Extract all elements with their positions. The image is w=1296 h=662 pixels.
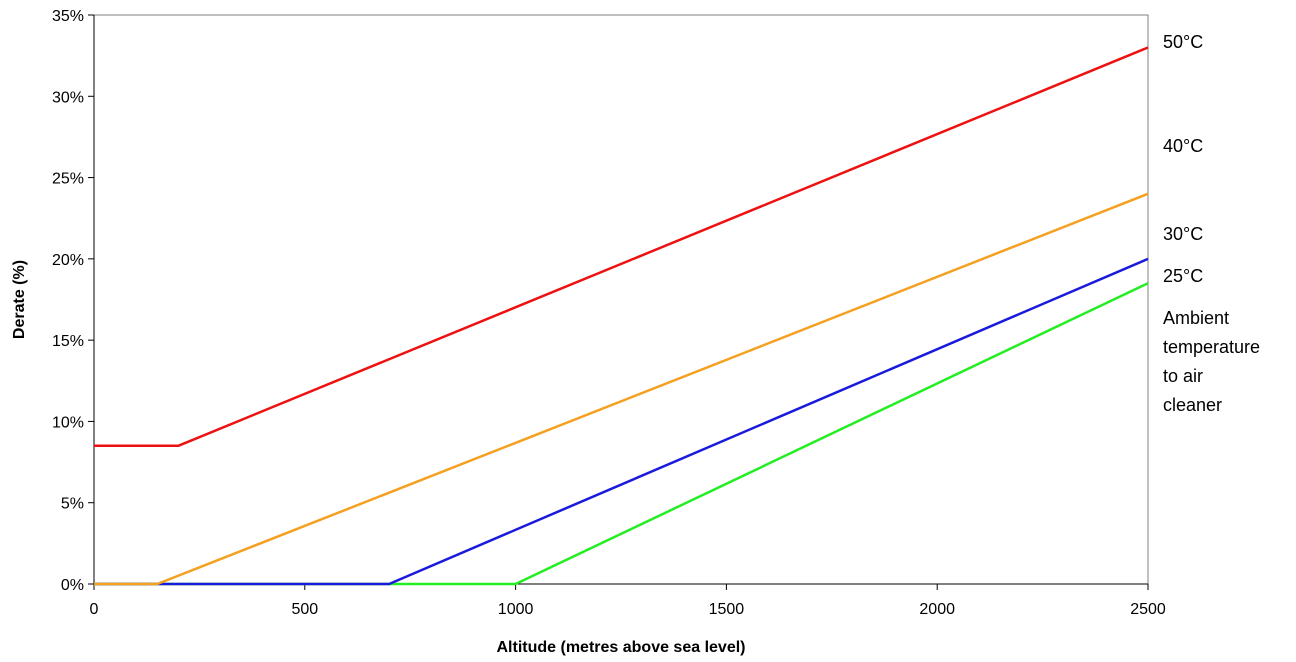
y-tick-label: 25%: [52, 171, 84, 188]
y-tick-label: 35%: [52, 8, 84, 25]
series-line: [94, 46, 1149, 448]
y-tick-label: 5%: [61, 496, 84, 513]
x-tick-label: 0: [90, 601, 99, 618]
y-tick-label: 20%: [52, 252, 84, 269]
y-tick-label: 0%: [61, 577, 84, 594]
series-label: 50°C: [1163, 32, 1203, 52]
y-axis: 0% 5% 10% 15% 20% 25% 30% 35%: [52, 8, 95, 594]
x-axis-title: Altitude (metres above sea level): [497, 639, 746, 656]
series-label: 30°C: [1163, 224, 1203, 244]
x-tick-label: 2000: [919, 601, 955, 618]
y-tick-label: 10%: [52, 414, 84, 431]
plot-area: [93, 14, 1149, 585]
y-tick-label: 30%: [52, 89, 84, 106]
plot-border: [93, 14, 1149, 585]
series-lines: [94, 46, 1149, 586]
note-line: cleaner: [1163, 395, 1222, 415]
x-tick-label: 500: [291, 601, 318, 618]
ambient-temperature-note: Ambient temperature to air cleaner: [1163, 308, 1260, 415]
note-line: Ambient: [1163, 308, 1229, 328]
note-line: to air: [1163, 366, 1203, 386]
series-label: 40°C: [1163, 136, 1203, 156]
x-tick-label: 2500: [1130, 601, 1166, 618]
series-line: [94, 257, 1149, 586]
x-tick-label: 1500: [709, 601, 745, 618]
series-label: 25°C: [1163, 266, 1203, 286]
series-line: [94, 192, 1149, 586]
x-tick-label: 1000: [498, 601, 534, 618]
note-line: temperature: [1163, 337, 1260, 357]
y-axis-title: Derate (%): [11, 260, 28, 339]
series-labels: 50°C 40°C 30°C 25°C: [1163, 32, 1203, 286]
x-axis: 0 500 1000 1500 2000 2500: [90, 583, 1166, 618]
y-tick-label: 15%: [52, 333, 84, 350]
